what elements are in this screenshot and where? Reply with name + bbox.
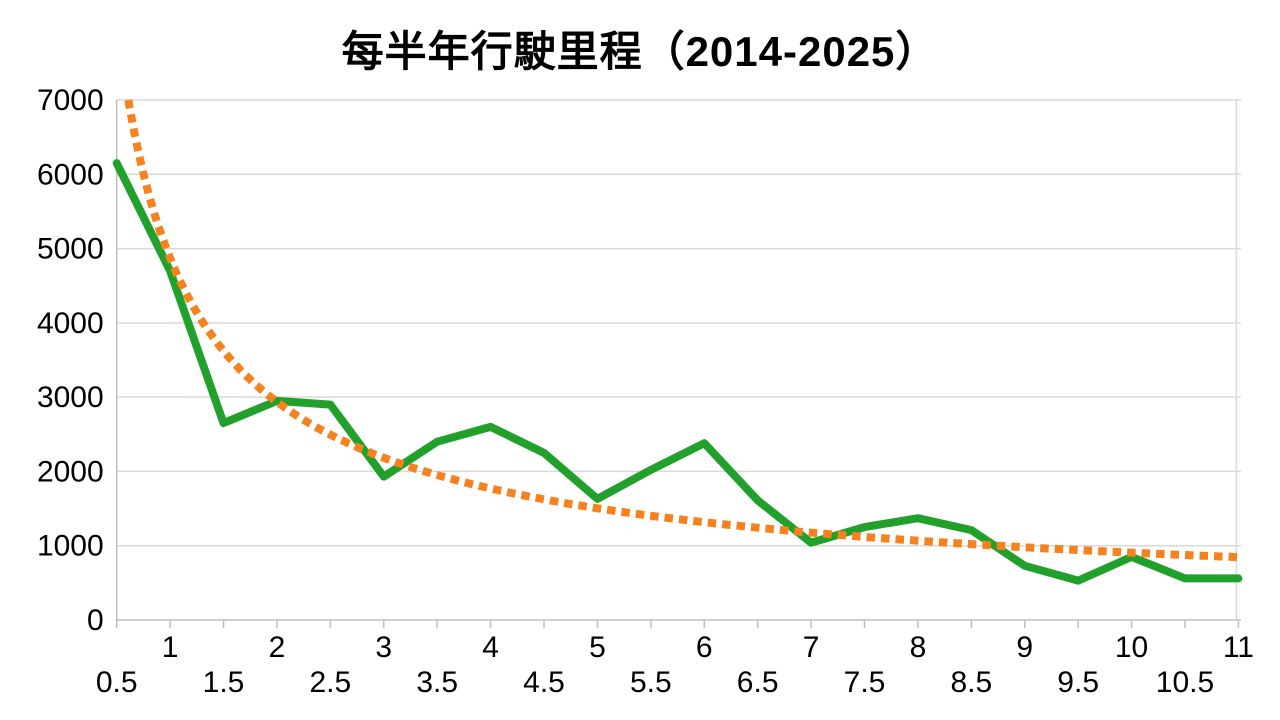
x-tick-label: 1.5 [203, 666, 245, 699]
y-tick-label: 0 [87, 604, 104, 637]
x-tick-label: 2.5 [309, 666, 351, 699]
x-tick-label: 7 [803, 631, 820, 664]
y-tick-label: 1000 [37, 530, 104, 563]
x-tick-label: 3.5 [416, 666, 458, 699]
x-tick-label: 9.5 [1057, 666, 1099, 699]
y-tick-label: 5000 [37, 233, 104, 266]
axes-group [115, 100, 1241, 621]
y-tick-label: 2000 [37, 455, 104, 488]
x-tick-label: 5 [589, 631, 606, 664]
x-tick-label: 6 [696, 631, 713, 664]
x-tick-label: 4.5 [523, 666, 565, 699]
x-tick-label: 6.5 [737, 666, 779, 699]
x-tick-label: 3 [375, 631, 392, 664]
y-tick-label: 7000 [37, 84, 104, 117]
y-tick-label: 6000 [37, 158, 104, 191]
x-axis-labels-group: 0.5 1 1.5 2 2.5 3 3.5 4 4.5 5 5.5 6 6.5 7 7.5 8 8.5 9 9.5 1… [96, 631, 1254, 699]
series-group [112, 99, 1243, 585]
trendline [124, 99, 1239, 562]
y-axis-labels-group: 0 1000 2000 3000 4000 5000 6000 7000 [37, 84, 104, 637]
x-tick-label: 9 [1016, 631, 1033, 664]
x-tick-label: 11 [1223, 631, 1254, 664]
axis-ticks-group [115, 620, 1240, 628]
x-tick-label: 8.5 [950, 666, 992, 699]
gridlines-group [116, 99, 1241, 547]
x-tick-label: 0.5 [96, 666, 138, 699]
chart-title: 每半年行駛里程（2014-2025） [341, 28, 939, 75]
x-tick-label: 10 [1115, 631, 1148, 664]
x-tick-label: 10.5 [1156, 666, 1214, 699]
x-tick-label: 8 [910, 631, 927, 664]
x-tick-label: 1 [162, 631, 179, 664]
x-tick-label: 4 [482, 631, 499, 664]
mileage-line [112, 159, 1243, 585]
x-tick-label: 5.5 [630, 666, 672, 699]
x-tick-label: 2 [269, 631, 286, 664]
y-tick-label: 4000 [37, 307, 104, 340]
x-tick-label: 7.5 [844, 666, 886, 699]
y-tick-label: 3000 [37, 381, 104, 414]
